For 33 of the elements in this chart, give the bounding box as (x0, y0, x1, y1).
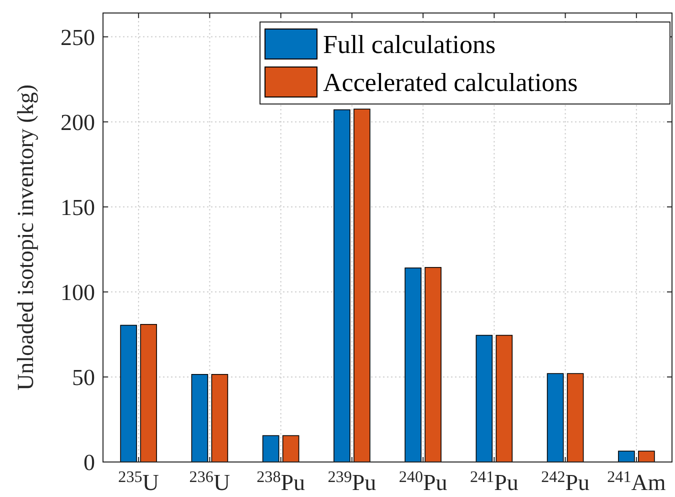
bar (120, 324, 137, 462)
bar (354, 108, 370, 462)
x-tick-label: $^{241}$Pu (470, 468, 519, 495)
bar (618, 450, 635, 462)
legend-label: Accelerated calculations (323, 68, 578, 98)
bar (404, 268, 422, 462)
y-axis-title: Unloaded isotopic inventory (kg) (13, 84, 38, 390)
x-tick-label: $^{240}$Pu (398, 468, 448, 495)
bar (211, 374, 228, 462)
bar (546, 373, 564, 462)
y-tick-label: 100 (60, 280, 95, 305)
x-tick-label: $^{236}$U (189, 468, 230, 495)
x-tick-label: $^{238}$Pu (256, 468, 306, 495)
y-tick-label: 150 (60, 194, 95, 220)
bar (496, 334, 513, 462)
x-tick-label: $^{239}$Pu (328, 468, 377, 495)
bar (424, 267, 442, 462)
y-tick-label: 50 (72, 365, 95, 390)
y-tick-label: 250 (60, 24, 95, 50)
bar (566, 373, 584, 462)
y-tick-label: 200 (60, 110, 95, 135)
bar (282, 435, 300, 462)
x-tick-label: $^{235}$U (118, 468, 160, 495)
bar (476, 334, 493, 462)
y-tick-label: 0 (84, 450, 95, 476)
x-tick-label: $^{242}$Pu (541, 468, 590, 495)
x-tick-label: $^{241}$Am (607, 468, 666, 495)
bar (638, 450, 655, 462)
bar (140, 324, 157, 462)
bar (262, 435, 280, 462)
bar (334, 109, 350, 462)
bar (191, 374, 208, 462)
legend-label: Full calculations (323, 30, 496, 60)
